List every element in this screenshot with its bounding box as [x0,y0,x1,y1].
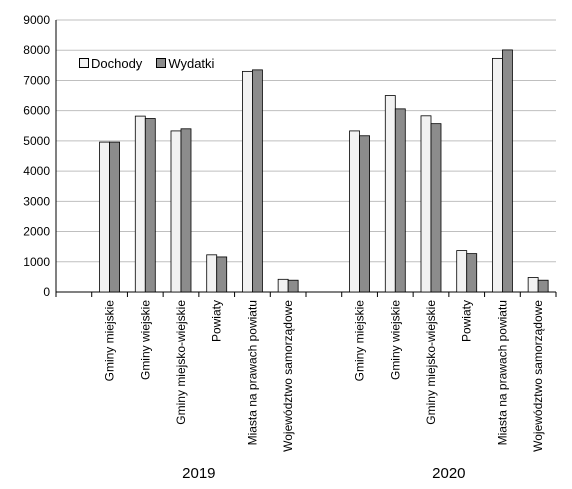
bar-dochody [384,95,396,293]
bar-dochody [206,254,218,293]
y-tick-label: 4000 [23,164,50,178]
legend-label-dochody: Dochody [91,55,143,71]
category-label: Województwo samorządowe [281,300,295,452]
y-tick-label: 9000 [23,13,50,27]
category-label: Gminy miejskie [353,300,367,382]
bar-dochody [242,70,253,293]
bar-dochody [170,130,182,293]
bar-dochody [492,57,503,293]
category-label: Gminy miejskie [103,300,117,382]
y-tick-label: 7000 [23,73,50,87]
category-label: Gminy miejsko-wiejskie [174,300,188,425]
bar-dochody [99,141,110,293]
bar-dochody [527,277,539,293]
group-label-2020: 2020 [432,465,465,482]
y-tick-label: 1000 [23,255,50,269]
bar-wydatki [144,118,156,293]
bar-wydatki [394,108,406,293]
category-label: Miasta na prawach powiatu [495,300,509,445]
bar-dochody [277,278,289,293]
category-label: Województwo samorządowe [531,300,545,452]
bar-wydatki [109,141,120,293]
category-label: Powiaty [460,300,474,342]
bar-wydatki [252,69,263,293]
legend-item-dochody: Dochody [79,56,142,71]
category-label: Miasta na prawach powiatu [245,300,259,445]
bar-wydatki [466,253,478,293]
category-label: Gminy wiejskie [388,300,402,380]
legend-label-wydatki: Wydatki [168,55,215,71]
y-tick-label: 2000 [23,225,50,239]
y-tick-label: 3000 [23,194,50,208]
bar-dochody [134,115,146,293]
legend-swatch-dochody [79,58,89,68]
legend: Dochody Wydatki [64,52,230,74]
bar-wydatki [537,279,549,293]
y-tick-label: 0 [43,285,50,299]
bar-wydatki [430,123,442,293]
legend-swatch-wydatki [156,58,167,68]
bar-wydatki [180,128,192,293]
y-tick-label: 6000 [23,104,50,118]
bar-dochody [420,115,432,293]
category-label: Gminy miejsko-wiejskie [424,300,438,425]
y-tick-label: 8000 [23,43,50,57]
bar-wydatki [502,49,513,293]
bar-dochody [349,130,360,293]
legend-item-wydatki: Wydatki [156,56,214,71]
category-label: Powiaty [210,300,224,342]
bar-wydatki [216,256,228,293]
group-label-2019: 2019 [182,465,215,482]
category-label: Gminy wiejskie [138,300,152,380]
bar-dochody [456,250,468,293]
bar-wydatki [287,279,299,293]
y-tick-label: 5000 [23,134,50,148]
bar-wydatki [359,135,370,293]
